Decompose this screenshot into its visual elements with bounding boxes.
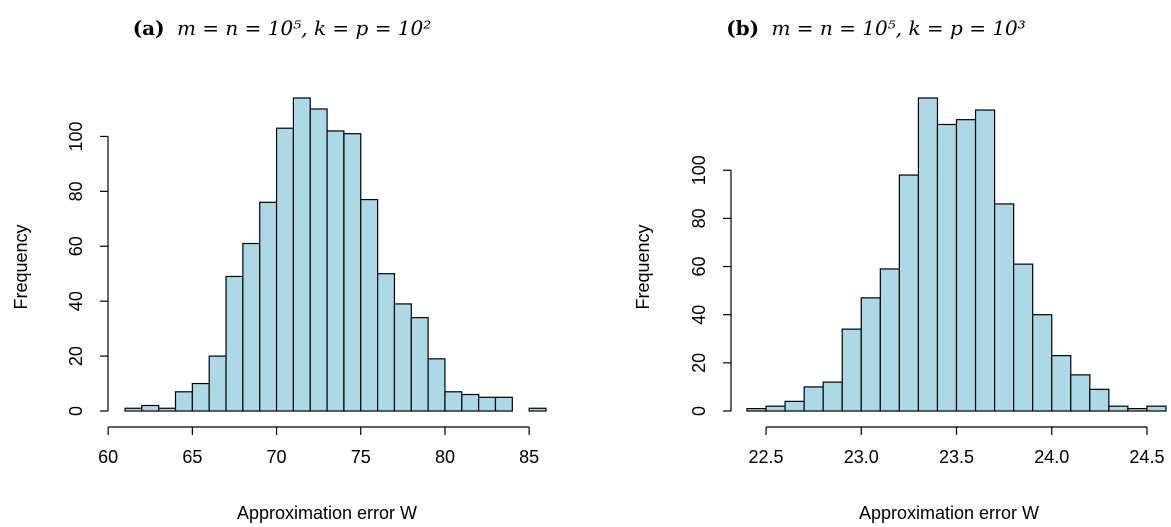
panel-b-bar (822, 381, 843, 412)
panel-b-x-tick-label: 24.0 (1034, 447, 1069, 467)
panel-b-bar (1146, 405, 1167, 412)
panel-b-title-prefix: (b) (726, 16, 759, 40)
panel-b-x-tick-label: 23.5 (939, 447, 974, 467)
panel-b-bar (860, 297, 881, 412)
panel-a-bar (410, 317, 429, 412)
panel-a-title-prefix: (a) (133, 16, 165, 40)
panel-a-bar (141, 404, 160, 412)
panel-a-bar (208, 355, 227, 412)
histogram-panel-b: (b) m = n = 10⁵, k = p = 10³ 0 20 40 60 80 10… (633, 16, 1167, 523)
panel-b-bar (784, 400, 805, 412)
panel-b-x-axis: 22.5 23.0 23.5 24.0 24.5 (749, 426, 1164, 467)
panel-a-title: (a) m = n = 10⁵, k = p = 10² (133, 16, 432, 40)
panel-a-y-tick-label: 100 (66, 121, 86, 151)
panel-b-title: (b) m = n = 10⁵, k = p = 10³ (726, 16, 1026, 40)
panel-a-bar (343, 133, 362, 412)
panel-a-bar (360, 198, 379, 412)
panel-a-bars (124, 97, 547, 412)
panel-a-bar (444, 391, 463, 412)
panel-b-bars (746, 97, 1167, 412)
panel-a-bar (174, 391, 193, 412)
panel-b-bar (1108, 405, 1129, 412)
panel-a-y-tick-label: 20 (66, 346, 86, 366)
panel-b-bar (879, 268, 900, 412)
panel-b-y-tick-label: 40 (689, 305, 709, 325)
panel-a-bar (478, 396, 497, 412)
panel-b-bar (1070, 374, 1091, 412)
panel-b-bar (803, 386, 824, 412)
panel-a-title-math: m = n = 10⁵, k = p = 10² (177, 16, 431, 40)
panel-b-bar (1127, 407, 1148, 412)
panel-a-x-axis-label: Approximation error W (237, 503, 417, 523)
panel-a-bar (124, 407, 143, 412)
panel-a-bar (377, 273, 396, 412)
panel-b-y-tick-label: 80 (689, 208, 709, 228)
panel-b-x-tick-label: 24.5 (1129, 447, 1164, 467)
panel-a-x-tick-label: 75 (351, 447, 371, 467)
panel-b-bar (1013, 263, 1034, 412)
panel-a-x-tick-label: 60 (98, 447, 118, 467)
panel-a-bar (528, 407, 547, 412)
panel-b-bar (746, 407, 767, 412)
panel-b-bar (955, 119, 977, 412)
panel-a-x-tick-label: 70 (267, 447, 287, 467)
panel-b-bar (917, 97, 939, 412)
panel-b-x-tick-label: 22.5 (749, 447, 784, 467)
panel-b-y-tick-label: 0 (689, 406, 709, 416)
panel-a-y-axis-label: Frequency (11, 224, 31, 309)
panel-a-x-tick-label: 65 (182, 447, 202, 467)
panel-a-bar (461, 393, 480, 412)
panel-a-bar (191, 382, 210, 412)
panel-a-bar (225, 275, 244, 412)
panel-b-bar (1051, 355, 1072, 412)
panel-b-bar (1032, 314, 1053, 412)
panel-b-y-tick-label: 60 (689, 257, 709, 277)
panel-b-x-tick-label: 23.0 (844, 447, 879, 467)
panel-a-bar (242, 242, 261, 412)
panel-b-bar (898, 174, 920, 412)
panel-a-y-axis: 0 20 40 60 80 100 (66, 121, 109, 416)
panel-a-y-tick-label: 80 (66, 181, 86, 201)
panel-a-x-axis: 60 65 70 75 80 85 (98, 426, 539, 467)
panel-a-bar (427, 358, 446, 412)
panel-a-y-tick-label: 0 (66, 406, 86, 416)
panel-a-bar (292, 97, 311, 412)
panel-b-bar (841, 328, 862, 412)
panel-b-y-tick-label: 100 (689, 155, 709, 185)
panel-b-bar (993, 203, 1015, 412)
panel-a-bar (158, 407, 177, 412)
panel-a-y-tick-label: 60 (66, 236, 86, 256)
panel-b-y-axis-label: Frequency (633, 224, 653, 309)
panel-a-y-tick-label: 40 (66, 291, 86, 311)
panel-a-bar (326, 130, 345, 412)
panel-a-x-tick-label: 80 (435, 447, 455, 467)
panel-b-bar (1089, 388, 1110, 412)
panel-b-bar (765, 405, 786, 412)
panel-a-bar (259, 201, 278, 412)
panel-b-bar (974, 109, 996, 412)
panel-a-x-tick-label: 85 (519, 447, 539, 467)
panel-a-bar (494, 396, 513, 412)
panel-b-bar (936, 123, 958, 412)
panel-b-title-math: m = n = 10⁵, k = p = 10³ (771, 16, 1025, 40)
panel-b-y-axis: 0 20 40 60 80 100 (689, 155, 732, 416)
histogram-panel-a: (a) m = n = 10⁵, k = p = 10² 0 20 40 60 80 10… (11, 16, 547, 523)
panel-a-bar (393, 303, 412, 412)
panel-a-bar (309, 108, 328, 412)
panel-b-x-axis-label: Approximation error W (859, 503, 1039, 523)
panel-b-y-tick-label: 20 (689, 353, 709, 373)
panel-a-bar (275, 127, 294, 412)
